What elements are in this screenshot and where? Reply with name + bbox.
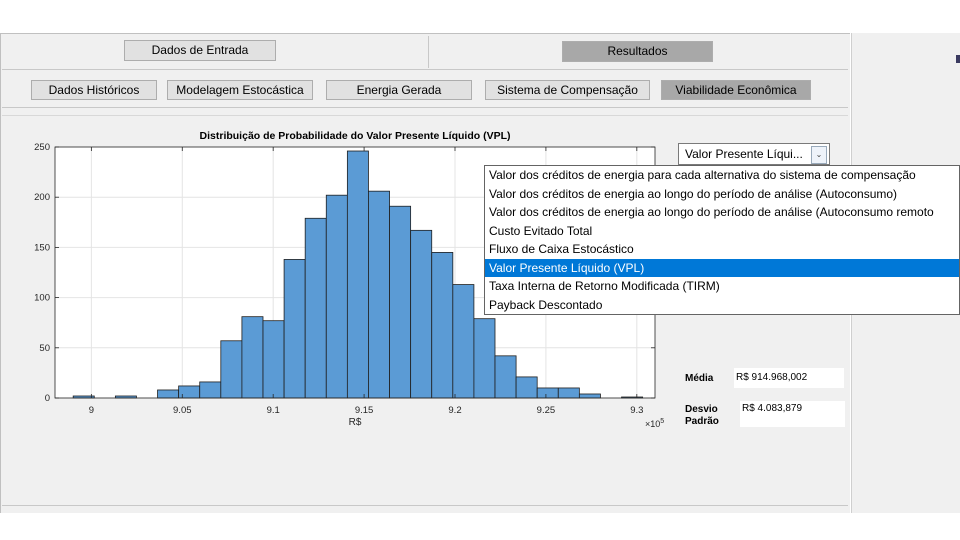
y-tick-label: 50 [39,343,50,354]
histogram-bar [557,387,580,399]
histogram-chart: 9 9.05 9.1 9.15 9.2 9.25 9.3 0 50 100 150 200 250 R$ ×… [34,142,664,429]
right-edge-mark [956,55,960,63]
x-axis-label: R$ [349,417,362,428]
x-tick-label: 9.2 [448,405,461,416]
std-value: R$ 4.083,879 [740,401,845,427]
histogram-bar [410,229,433,399]
plot-option[interactable]: Custo Evitado Total [489,223,593,238]
plot-option[interactable]: Valor dos créditos de energia ao longo d… [489,186,898,201]
subtab-energia-gerada[interactable]: Energia Gerada [326,80,472,100]
plot-selector-list: Valor dos créditos de energia para cada … [484,165,960,315]
histogram-bar [389,205,412,399]
histogram-bar [515,376,538,399]
y-tick-label: 0 [45,393,50,404]
histogram-bar [346,150,369,399]
tab-row-line [2,69,848,70]
histogram-bar [473,318,496,399]
plot-option[interactable]: Valor dos créditos de energia ao longo d… [489,205,934,219]
plot-option[interactable]: Payback Descontado [489,297,603,312]
x-tick-label: 9.05 [173,405,192,416]
y-tick-label: 100 [34,293,50,304]
y-tick-label: 200 [34,192,50,203]
subtab-viabilidade-economica[interactable]: Viabilidade Econômica [661,80,811,100]
chevron-down-icon: ⌄ [811,146,827,164]
subtab-modelagem-estocastica[interactable]: Modelagem Estocástica [167,80,313,100]
mean-value: R$ 914.968,002 [734,368,844,388]
x-tick-label: 9.1 [267,405,280,416]
histogram-bar [578,393,601,399]
bottom-line [2,505,848,506]
histogram-bar [325,194,348,399]
plot-option[interactable]: Valor Presente Líquido (VPL) [485,258,959,277]
plot-option[interactable]: Taxa Interna de Retorno Modificada (TIRM… [489,279,720,293]
x-exponent-power: 5 [660,418,664,425]
std-label: Desvio Padrão [685,404,719,428]
x-tick-label: 9.25 [537,405,556,416]
tab-dados-de-entrada[interactable]: Dados de Entrada [124,40,276,61]
plot-selector-value: Valor Presente Líqui... [685,147,803,161]
std-label-line1: Desvio [685,404,718,415]
tab-row-divider [428,36,429,68]
histogram-bar [178,385,201,399]
histogram-bar [452,284,475,399]
y-tick-label: 150 [34,242,50,253]
chart-title: Distribuição de Probabilidade do Valor P… [199,130,511,142]
histogram-bar [431,252,454,399]
subtab-row-line [2,107,848,108]
histogram-bar [368,190,390,399]
x-exponent-base: ×10 [645,419,660,429]
subtab-dados-historicos[interactable]: Dados Históricos [31,80,157,100]
mean-label: Média [685,373,714,384]
subtab-sistema-de-compensacao[interactable]: Sistema de Compensação [485,80,650,100]
y-tick-label: 250 [34,142,50,153]
histogram-bar [304,217,327,399]
histogram-bar [262,320,285,399]
x-exponent-label: ×105 [645,418,664,429]
x-tick-label: 9.15 [355,405,374,416]
top-strip [0,0,960,30]
histogram-bar [157,389,180,399]
histogram-bar [494,355,517,399]
histogram-bar [241,316,264,399]
tab-resultados[interactable]: Resultados [562,41,713,62]
plot-option[interactable]: Valor dos créditos de energia para cada … [489,168,916,182]
std-label-line2: Padrão [685,416,719,427]
plot-selector[interactable]: Valor Presente Líqui... ⌄ [678,143,830,165]
histogram-bar [220,340,243,399]
histogram-bar [199,381,222,399]
histogram-bar [536,387,559,399]
x-tick-label: 9.3 [630,405,643,416]
histogram-bar [283,259,306,399]
x-tick-label: 9 [89,405,94,416]
plot-option[interactable]: Fluxo de Caixa Estocástico [489,242,634,256]
